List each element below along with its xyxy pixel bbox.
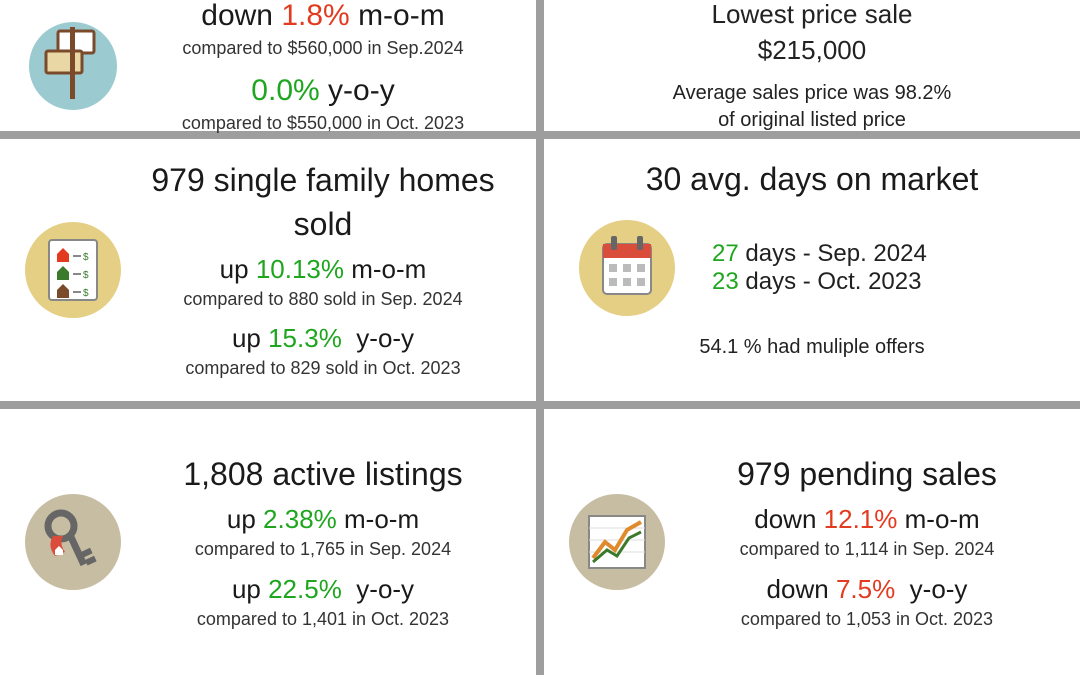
- yoy-line: 0.0% y-o-y: [128, 71, 518, 112]
- active-title: 1,808 active listings: [128, 453, 518, 496]
- pending-mom: down 12.1% m-o-m: [672, 502, 1062, 537]
- yoy-compare: compared to $550,000 in Oct. 2023: [128, 111, 518, 135]
- low-sale-label: Lowest price sale: [562, 0, 1062, 33]
- list-icon: $ $ $: [18, 149, 128, 391]
- svg-text:$: $: [83, 270, 89, 281]
- avg-pct-line1: Average sales price was 98.2%: [562, 80, 1062, 107]
- active-mom: up 2.38% m-o-m: [128, 502, 518, 537]
- infographic-grid: down 1.8% m-o-m compared to $560,000 in …: [0, 0, 1080, 675]
- panel-active-listings: 1,808 active listings up 2.38% m-o-m com…: [0, 405, 540, 675]
- sign-icon: [18, 10, 128, 121]
- svg-text:$: $: [83, 252, 89, 263]
- svg-text:$: $: [83, 288, 89, 299]
- mom-pct: 1.8%: [281, 0, 349, 32]
- pending-yoy: down 7.5% y-o-y: [672, 572, 1062, 607]
- dom-title: 30 avg. days on market: [562, 161, 1062, 198]
- panel-pending-sales: 979 pending sales down 12.1% m-o-m compa…: [540, 405, 1080, 675]
- homes-sold-mom: up 10.13% m-o-m: [128, 252, 518, 287]
- panel-low-sale: Lowest price sale $215,000 Average sales…: [540, 0, 1080, 135]
- active-yoy: up 22.5% y-o-y: [128, 572, 518, 607]
- pending-title: 979 pending sales: [672, 453, 1062, 496]
- key-icon: [18, 419, 128, 665]
- panel-median-price: down 1.8% m-o-m compared to $560,000 in …: [0, 0, 540, 135]
- yoy-suffix: y-o-y: [328, 74, 395, 107]
- mom-compare: compared to $560,000 in Sep.2024: [128, 36, 518, 60]
- mom-line: down 1.8% m-o-m: [128, 0, 518, 36]
- dom-row2: 23 days - Oct. 2023: [692, 268, 1062, 296]
- dom-footnote: 54.1 % had muliple offers: [562, 336, 1062, 359]
- dom-row1: 27 days - Sep. 2024: [692, 240, 1062, 268]
- mom-suffix: m-o-m: [358, 0, 445, 32]
- calendar-icon: [562, 218, 692, 318]
- homes-sold-title: 979 single family homes sold: [128, 159, 518, 245]
- low-sale-value: $215,000: [562, 33, 1062, 68]
- mom-dir: down: [201, 0, 273, 32]
- homes-sold-yoy: up 15.3% y-o-y: [128, 321, 518, 356]
- panel-homes-sold: $ $ $ 979 single family homes sold up 10…: [0, 135, 540, 405]
- avg-pct-line2: of original listed price: [562, 107, 1062, 134]
- chart-icon: [562, 419, 672, 665]
- yoy-pct: 0.0%: [251, 74, 319, 107]
- panel-days-on-market: 30 avg. days on market: [540, 135, 1080, 405]
